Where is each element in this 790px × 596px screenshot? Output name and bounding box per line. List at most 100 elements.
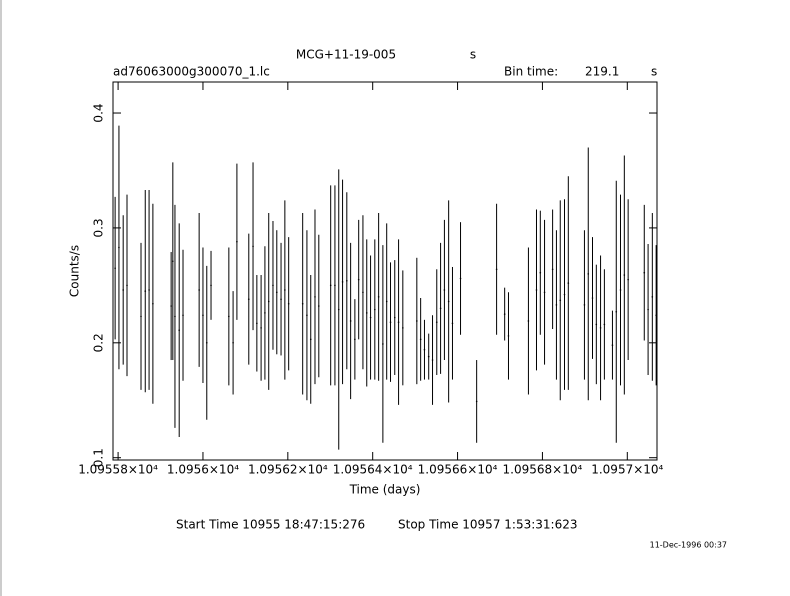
data-point	[275, 291, 278, 294]
data-point	[178, 329, 180, 331]
data-point	[362, 291, 364, 294]
data-point	[389, 321, 392, 323]
data-point	[210, 284, 212, 287]
data-point	[643, 271, 646, 274]
data-point	[267, 300, 270, 303]
file-name: ad76063000g300070_1.lc	[113, 65, 270, 79]
y-axis-label: Counts/s	[68, 245, 82, 297]
data-point	[306, 314, 308, 317]
data-point	[365, 312, 368, 314]
data-point	[495, 268, 498, 271]
data-point	[152, 302, 154, 305]
stop-time: Stop Time 10957 1:53:31:623	[398, 518, 577, 532]
data-point	[287, 302, 290, 305]
y-tick-label: 0.1	[92, 448, 106, 467]
data-point	[260, 327, 262, 329]
data-point	[435, 321, 438, 323]
x-tick-label: 1.09568×10⁴	[503, 463, 583, 477]
data-point	[459, 277, 462, 280]
chart-title: MCG+11-19-005	[296, 48, 396, 62]
data-point	[651, 296, 654, 298]
data-point	[172, 260, 174, 263]
bin-time-unit: s	[651, 65, 657, 79]
data-point	[377, 296, 380, 298]
x-tick-label: 1.09566×10⁴	[418, 463, 498, 477]
data-point	[341, 281, 344, 283]
data-point	[337, 308, 340, 311]
data-point	[543, 291, 546, 294]
data-point	[369, 316, 372, 319]
y-tick-label: 0.3	[92, 218, 106, 237]
data-point	[247, 298, 250, 300]
data-point	[527, 320, 530, 322]
data-point	[354, 338, 356, 341]
data-point	[170, 305, 172, 307]
data-point	[314, 296, 316, 298]
data-point	[551, 268, 554, 271]
data-point	[198, 289, 200, 291]
data-point	[272, 284, 274, 287]
data-point	[382, 343, 384, 345]
data-point	[393, 316, 396, 319]
data-point	[309, 338, 312, 341]
data-point	[232, 342, 234, 344]
data-point	[439, 307, 442, 310]
data-point	[202, 314, 204, 317]
data-point	[349, 320, 352, 322]
data-point	[587, 273, 590, 275]
data-point	[443, 289, 446, 291]
data-point	[591, 297, 594, 299]
data-point	[385, 300, 388, 303]
data-point	[567, 282, 570, 284]
data-point	[563, 293, 566, 296]
data-point	[329, 284, 332, 287]
data-point	[357, 278, 360, 281]
x-axis-label: Time (days)	[349, 483, 421, 497]
data-point	[623, 274, 626, 276]
x-tick-label: 1.0956×10⁴	[167, 463, 239, 477]
data-point	[559, 299, 562, 302]
x-tick-label: 1.09558×10⁴	[78, 463, 158, 477]
data-point	[374, 308, 376, 311]
data-point	[451, 322, 454, 325]
title-unit: s	[470, 48, 476, 62]
y-tick-label: 0.2	[92, 333, 106, 352]
data-point	[619, 289, 622, 291]
data-point	[507, 335, 510, 337]
data-point	[140, 315, 142, 318]
x-tick-label: 1.09564×10⁴	[333, 463, 413, 477]
data-point	[174, 315, 176, 318]
data-point	[301, 302, 304, 305]
data-point	[647, 308, 649, 311]
data-point	[427, 355, 430, 358]
data-point	[419, 338, 422, 341]
data-point	[346, 279, 348, 282]
data-point	[256, 322, 258, 325]
x-tick-label: 1.0957×10⁴	[591, 463, 663, 477]
data-point	[122, 289, 124, 291]
data-point	[402, 327, 404, 329]
data-point	[611, 344, 614, 346]
data-point	[423, 348, 426, 351]
data-point	[148, 289, 150, 291]
data-point	[599, 327, 602, 329]
data-point	[126, 284, 128, 287]
data-point	[603, 323, 606, 326]
data-point	[431, 359, 434, 361]
data-point	[236, 240, 238, 243]
data-point	[205, 342, 208, 344]
data-point	[416, 320, 418, 322]
start-time: Start Time 10955 18:47:15:276	[176, 518, 365, 532]
data-point	[503, 313, 506, 315]
data-point	[615, 310, 618, 313]
data-point	[447, 300, 450, 303]
data-point	[535, 289, 538, 291]
data-point	[284, 289, 286, 291]
bin-time-label: Bin time:	[504, 65, 558, 79]
data-point	[118, 246, 120, 249]
plot-frame	[112, 81, 658, 461]
x-tick-label: 1.09562×10⁴	[248, 463, 328, 477]
data-point	[228, 315, 230, 318]
